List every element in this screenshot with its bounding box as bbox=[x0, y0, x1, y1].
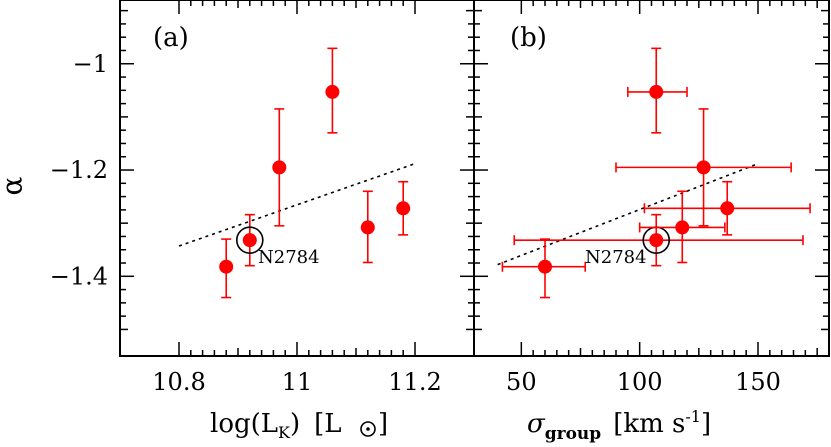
panel-a-data-point bbox=[219, 238, 234, 299]
panel-b-xtick-label: 50 bbox=[506, 368, 537, 396]
panel-b-data-point bbox=[615, 108, 792, 227]
panel-b-x-label-main: σ bbox=[527, 409, 546, 439]
panel-b-x-label-unit-close: ] bbox=[701, 409, 711, 439]
panel-a-x-label-sub: K bbox=[278, 423, 291, 442]
data-marker bbox=[649, 233, 664, 248]
panel-b-x-axis-label: σgroup [km s-1] bbox=[527, 407, 711, 444]
panel-b-data-point bbox=[627, 47, 688, 134]
data-marker bbox=[396, 201, 411, 216]
sun-icon bbox=[360, 421, 376, 437]
panel-b-data-point bbox=[501, 238, 587, 299]
panel-a-data-point bbox=[236, 213, 264, 267]
panel-a-data-point bbox=[325, 47, 340, 134]
data-marker bbox=[219, 259, 234, 274]
panel-b-x-label-unit: [km s bbox=[613, 409, 685, 439]
panel-a-x-label-unit-close: ] bbox=[378, 409, 388, 439]
panel-a-ytick-label: −1 bbox=[73, 50, 108, 78]
panel-b-fit-line bbox=[497, 162, 759, 266]
panel-a-xtick-label: 10.8 bbox=[152, 368, 205, 396]
data-marker bbox=[538, 259, 552, 274]
panel-a-x-label-close: ) bbox=[290, 409, 300, 439]
panel-b-fit-line-path bbox=[497, 162, 759, 266]
panel-b-data-point bbox=[638, 190, 726, 264]
y-axis-label: α bbox=[0, 176, 29, 195]
panel-a-ytick-label: −1.2 bbox=[50, 156, 108, 184]
panel-b-points bbox=[501, 47, 811, 299]
panel-a-data-point bbox=[396, 180, 411, 236]
data-marker bbox=[360, 220, 375, 235]
highlight-ring bbox=[236, 226, 264, 254]
panel-b-label: (b) bbox=[510, 23, 547, 53]
panel-a-label: (a) bbox=[153, 23, 189, 53]
panel-a-x-label-main: log(L bbox=[210, 409, 278, 439]
panel-b: (b) 50 100 150 N2784 σgroup [km s-1] bbox=[473, 0, 830, 444]
panel-b-data-point bbox=[513, 213, 804, 267]
data-marker bbox=[272, 160, 287, 175]
panel-b-data-point bbox=[643, 180, 811, 236]
panel-b-highlight-label: N2784 bbox=[585, 247, 647, 268]
panel-b-frame bbox=[473, 0, 830, 357]
panel-a-x-axis-label: log(LK) [L ] bbox=[210, 409, 388, 442]
data-marker bbox=[325, 84, 340, 99]
data-marker bbox=[675, 220, 690, 235]
panel-a-data-point bbox=[360, 190, 375, 264]
panel-a-xtick-label: 11.2 bbox=[388, 368, 441, 396]
panel-b-xtick-label: 150 bbox=[735, 368, 781, 396]
panel-a-xtick-label: 11 bbox=[282, 368, 313, 396]
panel-a-points bbox=[219, 47, 411, 299]
data-marker bbox=[696, 160, 711, 175]
panel-a-highlight-label: N2784 bbox=[258, 247, 320, 268]
panel-b-x-label-sup: -1 bbox=[685, 407, 701, 426]
panel-a-ytick-label: −1.4 bbox=[50, 262, 108, 290]
panel-a-axes: 10.8 11 11.2 −1.4 −1.2 −1 bbox=[50, 0, 474, 396]
svg-text:log(LK)[L: log(LK) [L bbox=[210, 409, 342, 442]
panel-b-x-label-sub: group bbox=[545, 424, 602, 444]
data-marker bbox=[720, 201, 735, 216]
panel-a-fit-line bbox=[178, 162, 416, 247]
data-marker bbox=[649, 84, 664, 99]
data-marker bbox=[242, 233, 257, 248]
panel-a-frame bbox=[119, 0, 475, 357]
panel-a: (a) 10.8 11 11.2 −1.4 −1.2 −1 N2784 log(LK) [L… bbox=[50, 0, 475, 442]
panel-a-fit-line-path bbox=[178, 162, 416, 247]
panel-a-data-point bbox=[272, 108, 287, 227]
panel-a-x-label-unit-open: [L bbox=[314, 409, 341, 439]
panel-b-axes: 50 100 150 bbox=[474, 0, 829, 396]
panel-b-xtick-label: 100 bbox=[617, 368, 663, 396]
